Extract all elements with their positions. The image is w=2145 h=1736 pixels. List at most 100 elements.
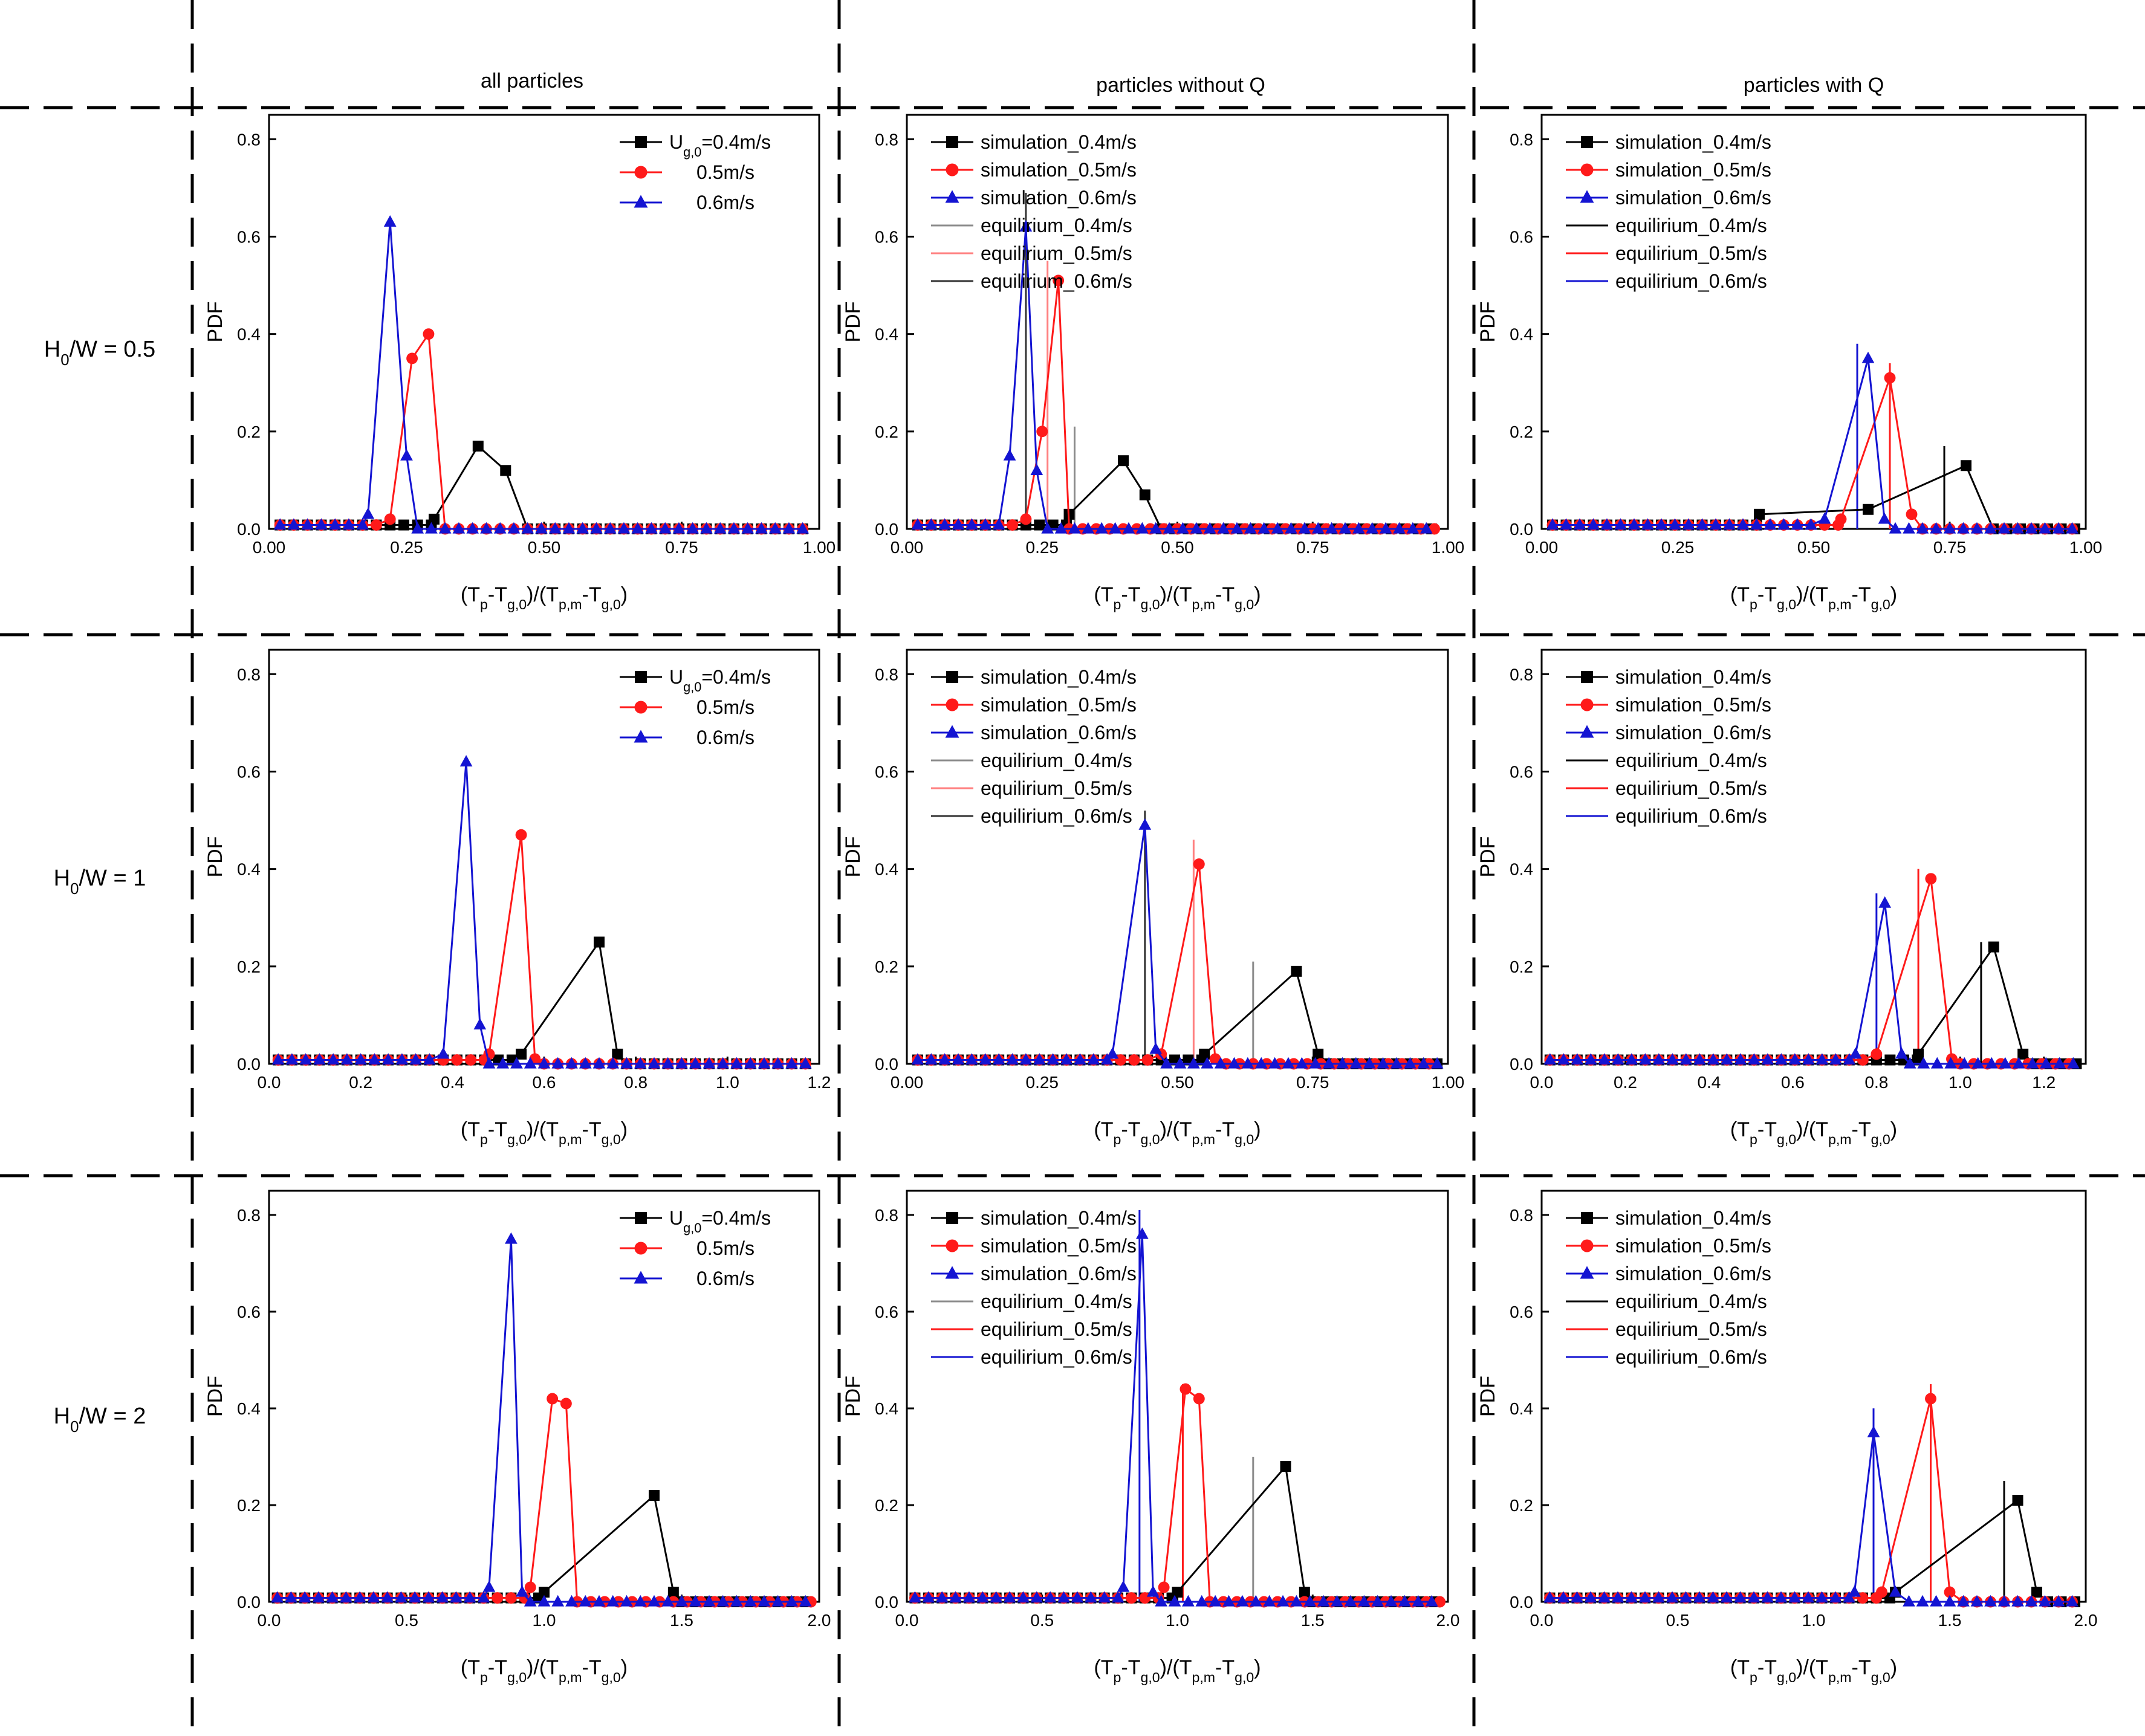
y-tick-label: 0.6 [875, 762, 898, 781]
chart-1-1: 0.00 0.25 0.50 0.75 1.00 0.0 0.2 0.4 0.6 0.8 PDF (T… [842, 649, 1464, 1147]
x-tick-label: 1.0 [1166, 1611, 1189, 1630]
series-marker-0 [1313, 1048, 1324, 1060]
series-marker-2 [952, 518, 965, 530]
series-marker-2 [741, 522, 754, 534]
series-marker-2 [1384, 1595, 1398, 1607]
series-marker-2 [1829, 1591, 1842, 1603]
series-marker-2 [1168, 1595, 1181, 1607]
legend-entry-eq-1: equilirium_0.5m/s [1566, 777, 1767, 799]
series-marker-2 [1222, 1595, 1235, 1607]
series-marker-2 [631, 522, 644, 534]
series-marker-2 [1557, 1591, 1570, 1603]
series-marker-2 [273, 518, 287, 530]
legend-label: equilirium_0.5m/s [981, 1318, 1132, 1340]
series-marker-2 [1903, 1057, 1916, 1069]
x-tick-label: 1.0 [1802, 1611, 1826, 1630]
series-line-0 [280, 444, 803, 530]
series-marker-2 [1030, 1591, 1043, 1603]
series-marker-2 [1999, 1057, 2012, 1069]
series-marker-2 [727, 522, 741, 534]
series-marker-2 [1122, 522, 1135, 534]
series-marker-1 [465, 1054, 477, 1066]
y-tick-label: 0.4 [1510, 325, 1533, 344]
series-marker-2 [2053, 1057, 2066, 1069]
series-marker-2 [962, 1591, 976, 1603]
series-marker-2 [758, 1057, 771, 1069]
x-tick-label: 0.0 [258, 1611, 281, 1630]
series-marker-2 [645, 522, 658, 534]
legend-marker [946, 163, 959, 177]
series-marker-2 [771, 1057, 785, 1069]
y-tick-label: 0.4 [237, 1399, 261, 1418]
series-marker-2 [1614, 518, 1627, 530]
series-marker-2 [1043, 1591, 1057, 1603]
series-marker-2 [356, 518, 369, 530]
series-marker-2 [686, 522, 699, 534]
series-marker-2 [1816, 1053, 1829, 1065]
x-axis-label: (Tp-Tg,0)/(Tp,m-Tg,0) [461, 1656, 628, 1685]
legend-entry-eq-2: equilirium_0.6m/s [931, 1346, 1132, 1368]
series-marker-0 [1172, 1587, 1183, 1598]
series-marker-2 [675, 1057, 688, 1069]
y-tick-label: 0.8 [875, 1206, 898, 1225]
x-tick-label: 0.8 [624, 1073, 647, 1092]
series-marker-2 [1349, 1057, 1363, 1069]
legend-entry-2: simulation_0.6m/s [1566, 187, 1771, 209]
series-marker-2 [1791, 518, 1804, 530]
legend-marker [635, 1212, 647, 1224]
series-marker-2 [2025, 1595, 2038, 1607]
series-marker-2 [768, 522, 782, 534]
series-marker-0 [1199, 1048, 1210, 1060]
series-marker-2 [1257, 522, 1271, 534]
row-header-1: H0/W = 1 [54, 866, 146, 898]
x-tick-label: 1.00 [2069, 538, 2103, 557]
series-marker-2 [1625, 1591, 1638, 1603]
series-marker-2 [661, 1595, 675, 1607]
legend-entry-2: simulation_0.6m/s [1566, 722, 1771, 743]
series-marker-1 [1871, 1048, 1883, 1060]
series-marker-2 [1430, 1057, 1444, 1069]
legend-label: equilirium_0.4m/s [1615, 750, 1767, 771]
series-marker-2 [342, 518, 355, 530]
x-axis-label: (Tp-Tg,0)/(Tp,m-Tg,0) [461, 1118, 628, 1147]
legend-label: 0.6m/s [696, 1268, 754, 1289]
y-tick-label: 0.0 [875, 520, 898, 539]
series-line-0 [277, 1494, 806, 1603]
x-tick-label: 2.0 [1436, 1611, 1460, 1630]
y-tick-label: 0.4 [237, 325, 261, 344]
y-tick-label: 0.0 [237, 1593, 261, 1611]
series-marker-2 [1709, 518, 1722, 530]
series-marker-2 [1652, 1591, 1665, 1603]
series-line-0 [1550, 1498, 2075, 1603]
series-marker-2 [1638, 1053, 1652, 1065]
series-marker-2 [1543, 1591, 1556, 1603]
series-marker-2 [1764, 518, 1777, 530]
series-marker-2 [1163, 522, 1176, 534]
series-marker-2 [1309, 1057, 1322, 1069]
series-marker-2 [1019, 1053, 1033, 1065]
y-tick-label: 0.8 [237, 665, 261, 684]
series-marker-0 [1280, 1461, 1291, 1472]
series-marker-1 [1020, 513, 1032, 525]
series-marker-2 [576, 522, 589, 534]
legend-entry-eq-2: equilirium_0.6m/s [931, 805, 1132, 827]
series-marker-2 [1074, 1053, 1086, 1065]
y-tick-label: 0.6 [237, 762, 261, 781]
legend-marker [946, 671, 958, 683]
series-marker-2 [675, 1595, 688, 1607]
series-marker-2 [1788, 1053, 1802, 1065]
y-tick-label: 0.2 [1510, 1496, 1533, 1515]
series-marker-2 [2066, 1595, 2078, 1607]
y-axis-label: PDF [204, 1376, 227, 1417]
series-marker-2 [965, 1053, 978, 1065]
series-marker-2 [716, 1595, 730, 1607]
series-marker-2 [1254, 1057, 1268, 1069]
series-marker-2 [1543, 1053, 1557, 1065]
x-tick-label: 1.5 [1301, 1611, 1325, 1630]
x-tick-label: 0.2 [1614, 1073, 1637, 1092]
series-marker-2 [1390, 1057, 1403, 1069]
legend-entry-eq-0: equilirium_0.4m/s [931, 750, 1132, 771]
series-marker-2 [1087, 1053, 1100, 1065]
series-marker-2 [524, 1057, 537, 1069]
x-tick-label: 0.0 [1530, 1073, 1554, 1092]
